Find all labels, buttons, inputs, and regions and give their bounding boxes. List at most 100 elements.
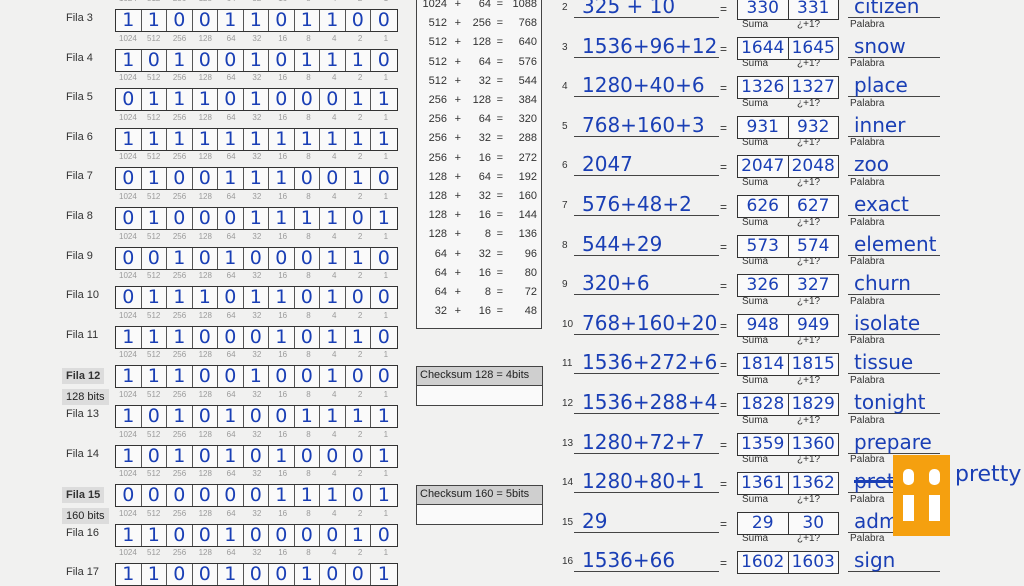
bit-cell[interactable]: 1: [116, 564, 142, 586]
checksum-128-field[interactable]: [417, 386, 542, 405]
bit-cell[interactable]: 1: [269, 485, 295, 507]
bit-cell[interactable]: 0: [167, 564, 193, 586]
suma-field[interactable]: 1644: [738, 37, 789, 59]
expression-field[interactable]: 576+48+2: [574, 192, 719, 216]
bit-cell[interactable]: 1: [167, 445, 193, 467]
bit-cell[interactable]: 1: [346, 168, 371, 190]
bit-cell[interactable]: 0: [193, 406, 218, 427]
bit-cell[interactable]: 0: [116, 485, 142, 507]
bit-cell[interactable]: 1: [116, 10, 142, 31]
bit-cell[interactable]: 0: [193, 564, 218, 586]
bit-cell[interactable]: 0: [193, 485, 218, 507]
bit-cell[interactable]: 1: [295, 128, 320, 150]
bit-cell[interactable]: 0: [346, 208, 371, 229]
expression-field[interactable]: 1536+272+6: [574, 350, 719, 375]
bit-cell[interactable]: 1: [116, 406, 142, 427]
bit-cell[interactable]: 0: [269, 524, 295, 546]
bit-cell[interactable]: 0: [167, 10, 193, 31]
bit-cell[interactable]: 1: [116, 445, 142, 467]
bit-cell[interactable]: 1: [320, 10, 346, 31]
bit-cell[interactable]: 1: [346, 524, 371, 546]
expression-field[interactable]: 1536+66: [574, 548, 719, 573]
expression-field[interactable]: 1280+80+1: [574, 469, 719, 494]
bit-cell[interactable]: 0: [218, 89, 244, 111]
bit-cell[interactable]: 0: [346, 485, 371, 507]
bit-cell[interactable]: 1: [244, 208, 269, 229]
bit-cell[interactable]: 0: [320, 445, 346, 467]
bit-cell[interactable]: 0: [218, 485, 244, 507]
bit-cell[interactable]: 0: [346, 564, 371, 586]
bit-cell[interactable]: 1: [142, 208, 167, 229]
word-field[interactable]: inner: [848, 113, 940, 137]
bit-cell[interactable]: 1: [346, 406, 371, 427]
bit-cell[interactable]: 0: [377, 48, 390, 71]
bit-cell[interactable]: 0: [269, 247, 295, 269]
bit-cell[interactable]: 1: [320, 49, 346, 71]
suma-field[interactable]: 1359: [738, 433, 789, 455]
bit-cell[interactable]: 0: [295, 89, 320, 111]
bit-cell[interactable]: 1: [116, 326, 142, 348]
expression-field[interactable]: 544+29: [574, 232, 719, 256]
bit-cell[interactable]: 1: [320, 247, 346, 269]
bit-cell[interactable]: 1: [218, 445, 244, 467]
bit-cell[interactable]: 0: [193, 247, 218, 269]
bit-cell[interactable]: 0: [295, 445, 320, 467]
bit-cell[interactable]: 0: [218, 326, 244, 348]
bit-cell[interactable]: 0: [193, 10, 218, 31]
plus-one-field[interactable]: 331: [797, 0, 830, 18]
bit-cell[interactable]: 1: [167, 326, 193, 348]
bit-cell[interactable]: 0: [377, 167, 390, 190]
bit-cell[interactable]: 0: [295, 287, 320, 309]
suma-field[interactable]: 2047: [738, 156, 789, 178]
expression-field[interactable]: 29: [574, 509, 719, 533]
plus-one-field[interactable]: 1327: [791, 77, 835, 98]
plus-one-field[interactable]: 1815: [791, 354, 835, 375]
bit-cell[interactable]: 1: [377, 563, 390, 586]
bit-cell[interactable]: 0: [295, 524, 320, 546]
plus-one-field[interactable]: 1360: [791, 433, 835, 454]
bit-cell[interactable]: 1: [244, 10, 269, 31]
bit-cell[interactable]: 1: [295, 485, 320, 507]
suma-field[interactable]: 1828: [738, 394, 789, 415]
bit-cell[interactable]: 0: [295, 168, 320, 190]
bit-cell[interactable]: 0: [193, 49, 218, 71]
bit-cell[interactable]: 1: [218, 406, 244, 427]
bit-cell[interactable]: 1: [142, 128, 167, 150]
word-field[interactable]: churn: [848, 271, 940, 296]
bit-cell[interactable]: 1: [167, 247, 193, 269]
checksum-160-field[interactable]: [417, 505, 542, 524]
bit-cell[interactable]: 1: [218, 524, 244, 546]
word-field[interactable]: zoo: [848, 152, 940, 177]
bit-cell[interactable]: 0: [193, 326, 218, 348]
bit-cell[interactable]: 1: [377, 127, 390, 150]
suma-field[interactable]: 330: [738, 0, 789, 19]
bit-cell[interactable]: 1: [269, 208, 295, 229]
word-field[interactable]: isolate: [848, 311, 940, 335]
bit-cell[interactable]: 0: [167, 524, 193, 546]
word-field[interactable]: prepare: [848, 430, 940, 454]
bit-cell[interactable]: 0: [320, 89, 346, 111]
bit-cell[interactable]: 1: [346, 247, 371, 269]
bit-cell[interactable]: 1: [116, 524, 142, 546]
bit-cell[interactable]: 1: [269, 287, 295, 309]
bit-cell[interactable]: 0: [346, 366, 371, 388]
bit-cell[interactable]: 0: [269, 49, 295, 71]
suma-field[interactable]: 1602: [738, 552, 789, 574]
bit-cell[interactable]: 0: [269, 10, 295, 31]
bit-cell[interactable]: 0: [377, 325, 390, 348]
bit-cell[interactable]: 0: [116, 168, 142, 190]
plus-one-field[interactable]: 1603: [791, 552, 835, 573]
bit-cell[interactable]: 0: [295, 247, 320, 269]
bit-cell[interactable]: 0: [244, 564, 269, 586]
bit-cell[interactable]: 0: [377, 286, 390, 309]
bit-cell[interactable]: 1: [320, 485, 346, 507]
bit-cell[interactable]: 1: [116, 366, 142, 388]
bit-cell[interactable]: 1: [167, 406, 193, 427]
bit-cell[interactable]: 1: [346, 89, 371, 111]
suma-field[interactable]: 1326: [738, 77, 789, 99]
bit-cell[interactable]: 0: [269, 366, 295, 388]
bit-cell[interactable]: 1: [244, 168, 269, 190]
bit-cell[interactable]: 1: [295, 208, 320, 229]
bit-cell[interactable]: 1: [218, 247, 244, 269]
bit-cell[interactable]: 1: [193, 128, 218, 150]
